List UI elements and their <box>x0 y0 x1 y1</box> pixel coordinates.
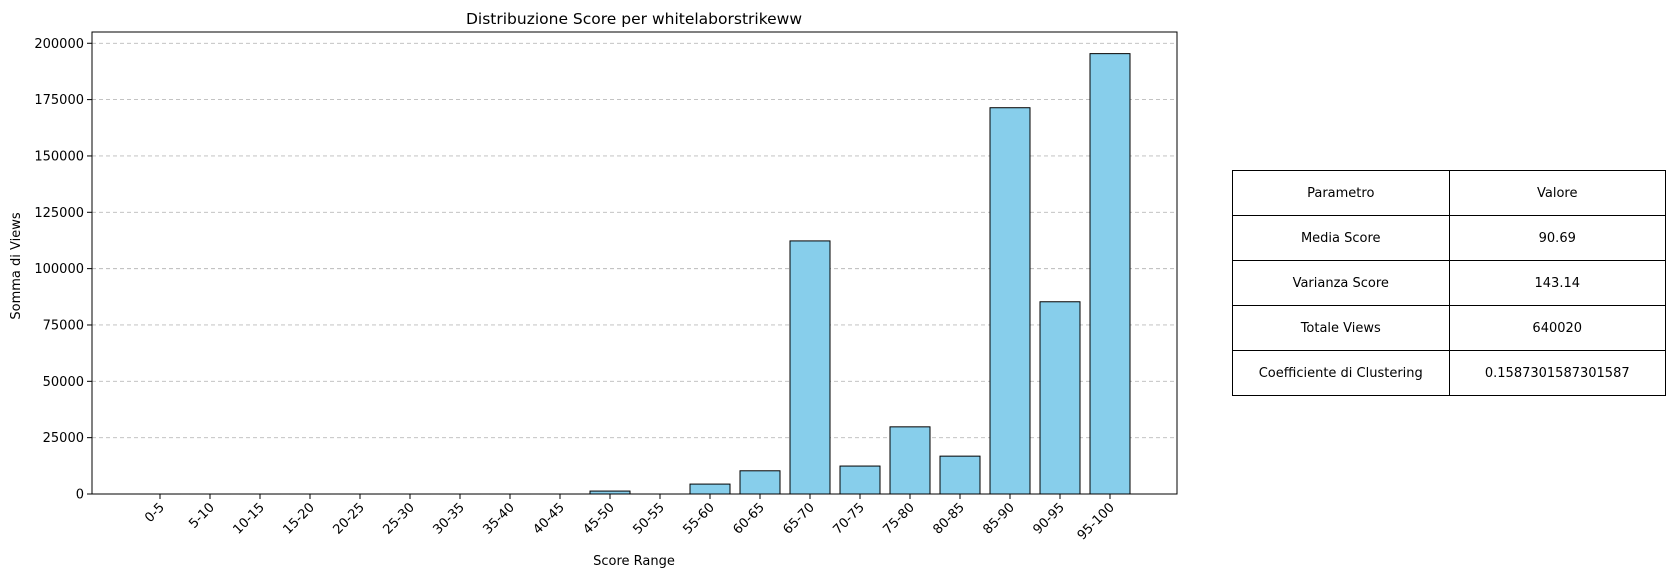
bar-chart: Distribuzione Score per whitelaborstrike… <box>9 10 1178 569</box>
y-tick-label: 0 <box>76 488 84 503</box>
table-row: Totale Views 640020 <box>1232 305 1666 351</box>
table-cell: Coefficiente di Clustering <box>1232 350 1450 396</box>
y-tick-label: 100000 <box>34 262 84 277</box>
x-tick-label: 25-30 <box>381 500 418 537</box>
table-header-row: Parametro Valore <box>1232 170 1666 216</box>
x-tick-label: 10-15 <box>231 500 268 537</box>
y-tick-label: 75000 <box>43 318 84 333</box>
bar <box>689 483 731 495</box>
bar <box>889 426 931 495</box>
y-tick-label: 25000 <box>43 431 84 446</box>
x-tick-label: 50-55 <box>631 500 668 537</box>
bar <box>739 470 781 495</box>
x-axis: 0-5 5-10 10-15 15-20 20-25 25-30 30-35 35-40 40-… <box>142 494 1118 543</box>
x-tick-label: 95-100 <box>1075 500 1118 543</box>
x-tick-label: 35-40 <box>481 500 518 537</box>
table-cell: Media Score <box>1232 215 1450 261</box>
x-tick-label: 45-50 <box>581 500 618 537</box>
table-cell: 90.69 <box>1448 215 1666 261</box>
y-axis-label: Somma di Views <box>9 212 24 319</box>
x-axis-label: Score Range <box>593 554 675 569</box>
table-cell: 640020 <box>1448 305 1666 351</box>
x-tick-label: 90-95 <box>1031 500 1068 537</box>
y-tick-label: 175000 <box>34 93 84 108</box>
bar <box>839 465 881 495</box>
table-cell: 143.14 <box>1448 260 1666 306</box>
x-tick-label: 40-45 <box>531 500 568 537</box>
stats-table: Parametro Valore Media Score 90.69 Varia… <box>1232 170 1666 396</box>
bar <box>989 107 1031 495</box>
x-tick-label: 15-20 <box>281 500 318 537</box>
x-tick-label: 85-90 <box>981 500 1018 537</box>
x-tick-label: 0-5 <box>142 500 168 526</box>
bar <box>1089 53 1131 495</box>
x-tick-label: 75-80 <box>881 500 918 537</box>
bar <box>1039 301 1081 495</box>
x-tick-label: 5-10 <box>186 500 217 531</box>
table-row: Media Score 90.69 <box>1232 215 1666 261</box>
y-tick-label: 200000 <box>34 37 84 52</box>
y-tick-label: 125000 <box>34 206 84 221</box>
x-tick-label: 60-65 <box>731 500 768 537</box>
table-header-cell: Parametro <box>1232 170 1450 216</box>
x-tick-label: 30-35 <box>431 500 468 537</box>
table-header-cell: Valore <box>1448 170 1666 216</box>
y-tick-label: 50000 <box>43 375 84 390</box>
bar <box>939 455 981 495</box>
bars-group <box>139 53 1131 495</box>
x-tick-label: 65-70 <box>781 500 818 537</box>
table-cell: Varianza Score <box>1232 260 1450 306</box>
table-row: Varianza Score 143.14 <box>1232 260 1666 306</box>
y-axis: 0 25000 50000 75000 100000 125000 150000 175000… <box>34 37 92 503</box>
x-tick-label: 55-60 <box>681 500 718 537</box>
table-cell: Totale Views <box>1232 305 1450 351</box>
x-tick-label: 70-75 <box>831 500 868 537</box>
y-tick-label: 150000 <box>34 149 84 164</box>
plot-frame <box>91 31 1178 495</box>
chart-title: Distribuzione Score per whitelaborstrike… <box>466 10 802 28</box>
bar <box>789 240 831 495</box>
table-cell: 0.1587301587301587 <box>1448 350 1666 396</box>
table-row: Coefficiente di Clustering 0.15873015873… <box>1232 350 1666 396</box>
x-tick-label: 20-25 <box>331 500 368 537</box>
x-tick-label: 80-85 <box>931 500 968 537</box>
